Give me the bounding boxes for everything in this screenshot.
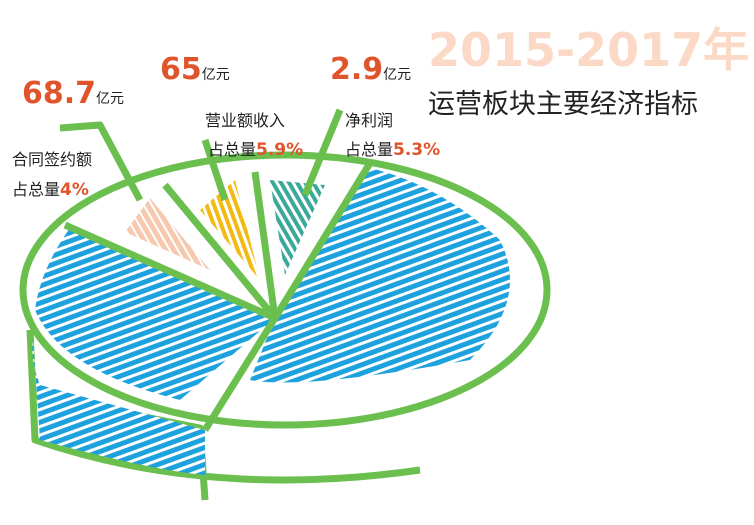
pie [19, 108, 551, 501]
share: 4% [60, 180, 89, 200]
share-prefix: 占总量 [345, 140, 394, 159]
amount-line: 68.7亿元 [22, 76, 124, 111]
amount: 65 [160, 52, 202, 87]
share: 5.3% [393, 140, 441, 160]
share-line: 占总量5.3% [345, 136, 440, 160]
label: 营业额收入 [205, 111, 286, 130]
amount: 68.7 [22, 76, 97, 111]
share-prefix: 占总量 [208, 140, 257, 159]
share: 5.9% [256, 140, 304, 160]
unit: 亿元 [383, 67, 412, 83]
amount-line: 2.9亿元 [330, 52, 411, 87]
title: 2015-2017年 [428, 23, 750, 77]
share-prefix: 占总量 [12, 180, 61, 199]
unit: 亿元 [96, 91, 125, 107]
unit: 亿元 [201, 67, 230, 83]
amount: 2.9 [330, 52, 384, 87]
share-line: 占总量4% [12, 176, 89, 200]
label: 净利润 [345, 111, 394, 130]
share-line: 占总量5.9% [208, 136, 303, 160]
label: 合同签约额 [12, 150, 93, 169]
subtitle: 运营板块主要经济指标 [428, 89, 698, 120]
amount-line: 65亿元 [160, 52, 230, 87]
